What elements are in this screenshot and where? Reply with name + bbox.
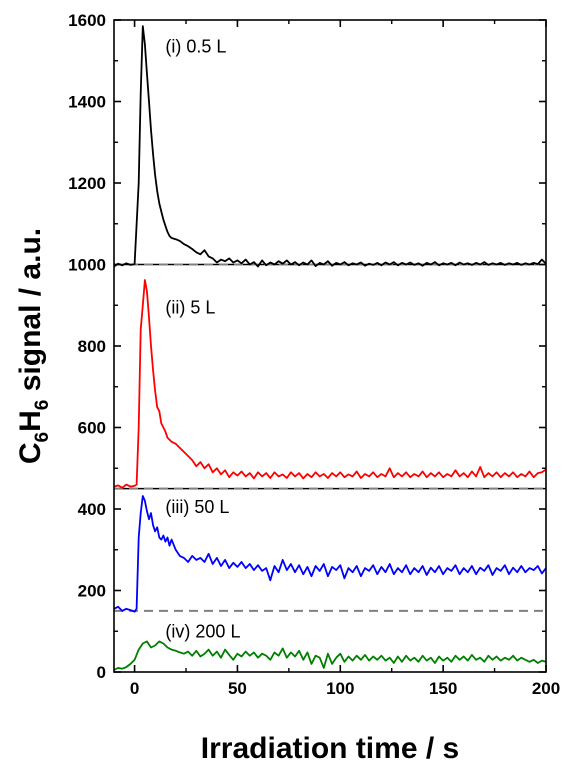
x-tick-label: 150 — [429, 679, 457, 698]
y-tick-label: 1000 — [68, 256, 106, 275]
y-tick-label: 600 — [78, 419, 106, 438]
series-label-layer: (i) 0.5 L (ii) 5 L (iii) 50 L (iv) 200 L — [165, 37, 240, 642]
series-label-4: (iv) 200 L — [165, 621, 240, 641]
y-tick-label: 200 — [78, 582, 106, 601]
series-line-4 — [113, 640, 547, 671]
series-label-2: (ii) 5 L — [165, 297, 215, 317]
y-axis-title-rest: signal / a.u. — [14, 228, 47, 400]
y-axis-title-c: C — [14, 442, 47, 464]
y-axis-title: C6H6 signal / a.u. — [14, 228, 53, 464]
x-tick-label: 0 — [130, 679, 139, 698]
x-tick-label: 200 — [532, 679, 560, 698]
y-axis-title-sub2: 6 — [32, 400, 53, 411]
y-axis-title-h: H — [14, 410, 47, 432]
y-tick-label: 400 — [78, 500, 106, 519]
series-line-3 — [113, 495, 547, 613]
series-label-1: (i) 0.5 L — [165, 37, 226, 57]
y-axis-title-sub1: 6 — [32, 432, 53, 443]
series-label-3: (iii) 50 L — [165, 497, 229, 517]
plot-frame — [113, 19, 547, 673]
series-line-1 — [113, 25, 547, 268]
y-tick-label: 0 — [97, 663, 106, 682]
y-tick-label: 1400 — [68, 93, 106, 112]
x-axis-title: Irradiation time / s — [201, 732, 459, 765]
x-tick-label: 50 — [228, 679, 247, 698]
y-tick-label: 800 — [78, 337, 106, 356]
y-axis: 0 200 400 600 800 1000 1200 1400 1600 — [68, 11, 546, 682]
x-tick-label: 100 — [326, 679, 354, 698]
series-layer — [113, 25, 547, 671]
series-line-2 — [113, 279, 547, 489]
y-tick-label: 1600 — [68, 11, 106, 30]
y-tick-label: 1200 — [68, 174, 106, 193]
x-axis: 0 50 100 150 200 — [130, 20, 560, 698]
